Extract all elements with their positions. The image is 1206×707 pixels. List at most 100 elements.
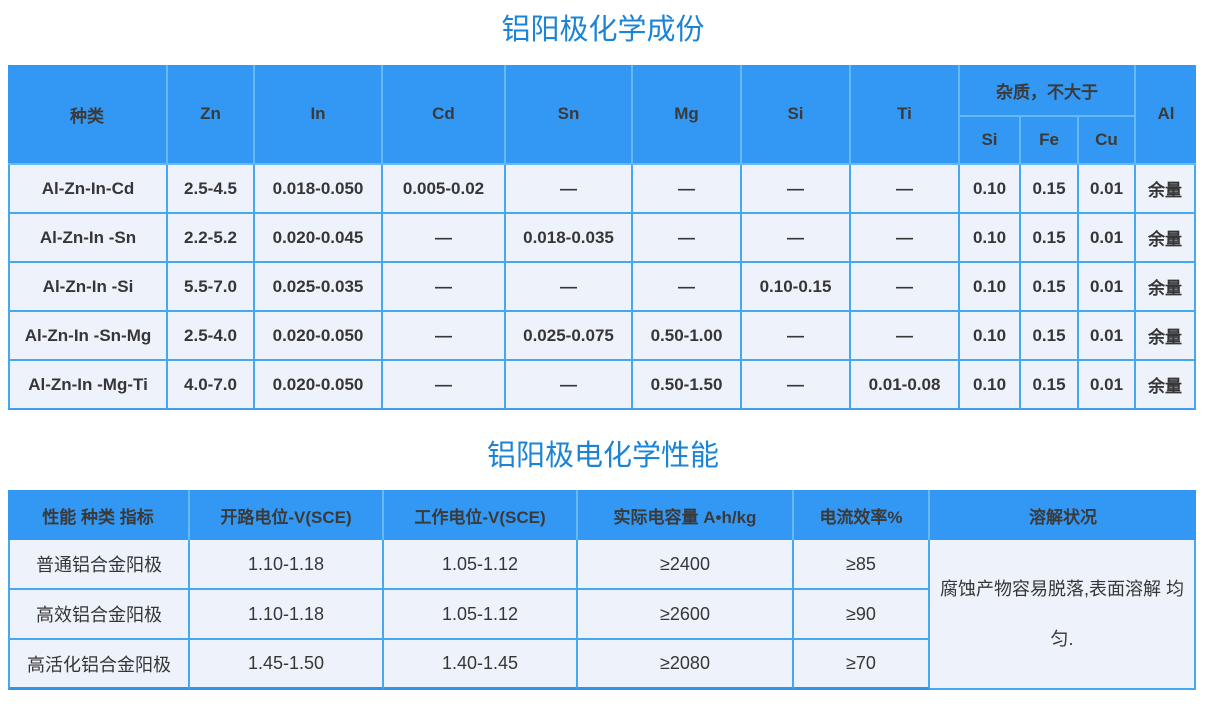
table-cell: 2.2-5.2: [168, 214, 255, 263]
table-cell: ≥2400: [578, 540, 794, 590]
column-header-impurity-fe: Fe: [1021, 117, 1079, 165]
table-row: Al-Zn-In -Si 5.5-7.0 0.025-0.035 — — — 0…: [8, 263, 1196, 312]
table-cell: 0.01-0.08: [851, 361, 960, 410]
table-row: Al-Zn-In-Cd 2.5-4.5 0.018-0.050 0.005-0.…: [8, 165, 1196, 214]
table-cell: 0.020-0.045: [255, 214, 383, 263]
alloy-name-cell: Al-Zn-In -Sn-Mg: [8, 312, 168, 361]
table-cell: 余量: [1136, 263, 1196, 312]
table-cell: 0.10: [960, 214, 1021, 263]
table-cell: 1.45-1.50: [190, 640, 384, 690]
table-cell: ≥85: [794, 540, 930, 590]
table-cell: 1.40-1.45: [384, 640, 578, 690]
table-row: 普通铝合金阳极 1.10-1.18 1.05-1.12 ≥2400 ≥85 腐蚀…: [8, 540, 1196, 690]
table-cell: 0.10: [960, 263, 1021, 312]
table-cell: —: [506, 263, 633, 312]
table-cell: 0.15: [1021, 312, 1079, 361]
alloy-name-cell: Al-Zn-In -Sn: [8, 214, 168, 263]
table-cell: 4.0-7.0: [168, 361, 255, 410]
table-cell: 2.5-4.0: [168, 312, 255, 361]
table-cell: —: [633, 263, 742, 312]
table-cell: —: [633, 165, 742, 214]
column-header-al: Al: [1136, 65, 1196, 165]
table-cell: 0.10: [960, 165, 1021, 214]
table-cell: —: [851, 312, 960, 361]
column-header-cd: Cd: [383, 65, 506, 165]
column-header-impurity-si: Si: [960, 117, 1021, 165]
table-cell: 0.018-0.050: [255, 165, 383, 214]
column-header-performance-kind: 性能 种类 指标: [8, 490, 190, 540]
column-header-zn: Zn: [168, 65, 255, 165]
table-cell: —: [742, 165, 851, 214]
column-header-mg: Mg: [633, 65, 742, 165]
table-cell: —: [742, 214, 851, 263]
table-cell: 0.50-1.00: [633, 312, 742, 361]
table-cell: 0.01: [1079, 214, 1136, 263]
table-cell: 0.025-0.035: [255, 263, 383, 312]
table-cell: 0.10-0.15: [742, 263, 851, 312]
table-cell: —: [633, 214, 742, 263]
table-cell: —: [506, 361, 633, 410]
table-cell: —: [742, 361, 851, 410]
anode-type-cell: 高效铝合金阳极: [8, 590, 190, 640]
table-cell: ≥2600: [578, 590, 794, 640]
table-cell: —: [383, 263, 506, 312]
table-cell: 0.020-0.050: [255, 361, 383, 410]
table-cell: 1.10-1.18: [190, 540, 384, 590]
table-cell: 0.10: [960, 361, 1021, 410]
column-header-si: Si: [742, 65, 851, 165]
table-cell: 0.01: [1079, 361, 1136, 410]
anode-type-cell: 普通铝合金阳极: [8, 540, 190, 590]
table-cell: 0.01: [1079, 312, 1136, 361]
table-cell: —: [506, 165, 633, 214]
table-cell: —: [742, 312, 851, 361]
composition-table: 种类 Zn In Cd Sn Mg Si Ti 杂质，不大于 Al Si Fe …: [8, 65, 1196, 410]
column-header-ti: Ti: [851, 65, 960, 165]
column-header-working-potential: 工作电位-V(SCE): [384, 490, 578, 540]
anode-type-cell: 高活化铝合金阳极: [8, 640, 190, 690]
dissolution-status-cell: 腐蚀产物容易脱落,表面溶解 均匀.: [930, 540, 1196, 690]
column-header-actual-capacity: 实际电容量 A•h/kg: [578, 490, 794, 540]
table-cell: —: [383, 361, 506, 410]
table-cell: 0.15: [1021, 263, 1079, 312]
column-header-kind: 种类: [8, 65, 168, 165]
table-cell: 5.5-7.0: [168, 263, 255, 312]
table-row: 高活化铝合金阳极 1.45-1.50 1.40-1.45 ≥2080 ≥70: [8, 640, 1196, 690]
column-header-impurity: 杂质，不大于: [960, 65, 1136, 117]
table-cell: 0.15: [1021, 361, 1079, 410]
table-cell: ≥70: [794, 640, 930, 690]
table-cell: 0.005-0.02: [383, 165, 506, 214]
column-header-dissolution: 溶解状况: [930, 490, 1196, 540]
table-cell: —: [383, 312, 506, 361]
performance-table-title: 铝阳极电化学性能: [486, 440, 719, 472]
table-cell: —: [383, 214, 506, 263]
table-cell: 0.50-1.50: [633, 361, 742, 410]
performance-table: 性能 种类 指标 开路电位-V(SCE) 工作电位-V(SCE) 实际电容量 A…: [8, 490, 1196, 690]
table-cell: 2.5-4.5: [168, 165, 255, 214]
table-cell: 余量: [1136, 214, 1196, 263]
table-cell: 1.05-1.12: [384, 590, 578, 640]
alloy-name-cell: Al-Zn-In-Cd: [8, 165, 168, 214]
table-cell: 0.15: [1021, 214, 1079, 263]
column-header-in: In: [255, 65, 383, 165]
table-cell: 余量: [1136, 165, 1196, 214]
table-cell: ≥90: [794, 590, 930, 640]
column-header-open-circuit-potential: 开路电位-V(SCE): [190, 490, 384, 540]
table-row: Al-Zn-In -Sn 2.2-5.2 0.020-0.045 — 0.018…: [8, 214, 1196, 263]
table-cell: 余量: [1136, 312, 1196, 361]
table-cell: 0.01: [1079, 263, 1136, 312]
alloy-name-cell: Al-Zn-In -Mg-Ti: [8, 361, 168, 410]
table-cell: —: [851, 263, 960, 312]
table-cell: 余量: [1136, 361, 1196, 410]
table-cell: 0.025-0.075: [506, 312, 633, 361]
table-cell: 0.15: [1021, 165, 1079, 214]
table-row: Al-Zn-In -Sn-Mg 2.5-4.0 0.020-0.050 — 0.…: [8, 312, 1196, 361]
composition-table-title: 铝阳极化学成份: [501, 14, 705, 46]
table-cell: 0.018-0.035: [506, 214, 633, 263]
table-cell: ≥2080: [578, 640, 794, 690]
column-header-current-efficiency: 电流效率%: [794, 490, 930, 540]
table-cell: —: [851, 165, 960, 214]
table-cell: 0.01: [1079, 165, 1136, 214]
table-cell: 0.10: [960, 312, 1021, 361]
column-header-impurity-cu: Cu: [1079, 117, 1136, 165]
table-row: 高效铝合金阳极 1.10-1.18 1.05-1.12 ≥2600 ≥90: [8, 590, 1196, 640]
